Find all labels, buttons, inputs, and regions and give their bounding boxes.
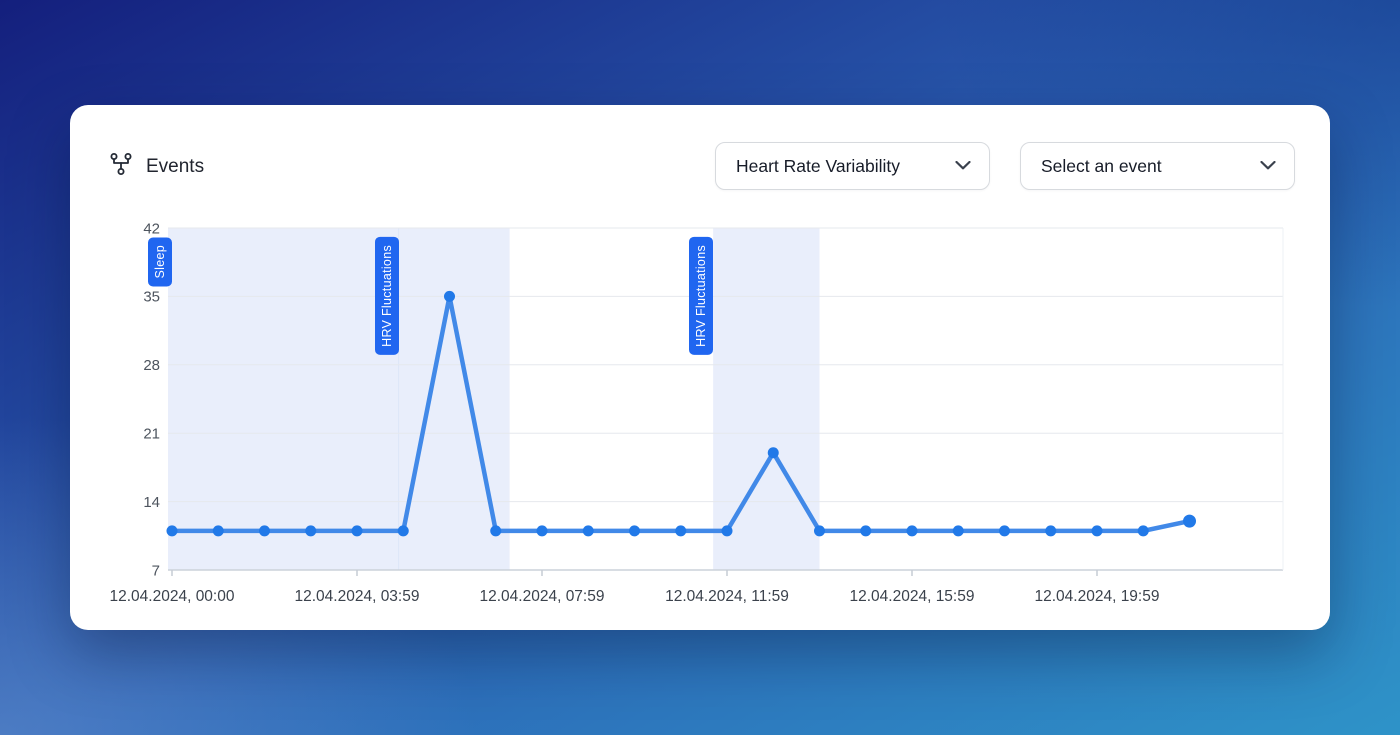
event-region xyxy=(713,228,820,570)
event-region-badge[interactable]: Sleep xyxy=(148,237,172,287)
data-point[interactable] xyxy=(536,525,548,537)
event-region xyxy=(168,228,399,570)
event-dropdown[interactable]: Select an event xyxy=(1020,142,1295,190)
event-region-badge[interactable]: HRV Fluctuations xyxy=(689,237,714,355)
data-point[interactable] xyxy=(1045,525,1057,537)
metric-dropdown-value: Heart Rate Variability xyxy=(736,155,901,176)
x-axis-label: 12.04.2024, 00:00 xyxy=(110,588,235,605)
data-point[interactable] xyxy=(675,525,687,537)
data-point[interactable] xyxy=(999,525,1010,537)
data-point[interactable] xyxy=(952,525,964,537)
data-point[interactable] xyxy=(397,525,409,537)
data-point[interactable] xyxy=(212,525,224,537)
chart-regions xyxy=(168,228,820,570)
data-point[interactable] xyxy=(166,525,178,537)
data-point[interactable] xyxy=(259,525,270,537)
data-point[interactable] xyxy=(351,525,363,537)
x-axis-label: 12.04.2024, 19:59 xyxy=(1035,588,1160,605)
y-axis-label: 28 xyxy=(143,357,160,374)
chart-gridlines xyxy=(168,227,1284,571)
events-card: Events Heart Rate Variability Select an … xyxy=(70,105,1330,630)
page-title: Events xyxy=(146,155,205,177)
data-point[interactable] xyxy=(490,525,502,537)
y-axis-label: 42 xyxy=(143,220,160,237)
event-dropdown-value: Select an event xyxy=(1041,155,1162,176)
data-point[interactable] xyxy=(1091,525,1103,537)
workflow-icon xyxy=(108,151,134,182)
events-chart[interactable]: 42 35 28 21 14 7 12.04.2024, 00:00 12.04.2024, … xyxy=(70,215,1330,615)
y-axis-label: 21 xyxy=(143,425,160,442)
data-point[interactable] xyxy=(582,525,594,537)
y-axis-labels: 42 35 28 21 14 7 xyxy=(143,220,160,579)
data-point[interactable] xyxy=(629,525,640,537)
data-point[interactable] xyxy=(305,525,317,537)
x-axis-label: 12.04.2024, 15:59 xyxy=(850,588,975,605)
x-axis-ticks xyxy=(171,570,1098,576)
x-axis-label: 12.04.2024, 11:59 xyxy=(665,588,789,605)
data-point[interactable] xyxy=(860,525,872,537)
data-point[interactable] xyxy=(721,525,733,537)
chart-dots xyxy=(166,290,1196,537)
y-axis-label: 7 xyxy=(152,562,160,579)
data-point[interactable] xyxy=(814,525,825,537)
chevron-down-icon xyxy=(1260,157,1276,175)
data-point[interactable] xyxy=(906,525,918,537)
x-axis-label: 12.04.2024, 07:59 xyxy=(480,588,605,605)
x-axis-labels: 12.04.2024, 00:00 12.04.2024, 03:59 12.04.… xyxy=(110,588,1160,605)
data-point[interactable] xyxy=(444,290,455,302)
data-point[interactable] xyxy=(767,447,779,459)
card-header: Events xyxy=(108,151,204,182)
metric-dropdown[interactable]: Heart Rate Variability xyxy=(715,142,990,190)
chevron-down-icon xyxy=(955,157,971,175)
y-axis-label: 35 xyxy=(143,289,160,306)
x-axis-label: 12.04.2024, 03:59 xyxy=(295,588,420,605)
data-point[interactable] xyxy=(1137,525,1149,537)
data-point[interactable] xyxy=(1183,514,1196,528)
event-region-badge[interactable]: HRV Fluctuations xyxy=(374,237,399,355)
y-axis-label: 14 xyxy=(143,494,160,511)
